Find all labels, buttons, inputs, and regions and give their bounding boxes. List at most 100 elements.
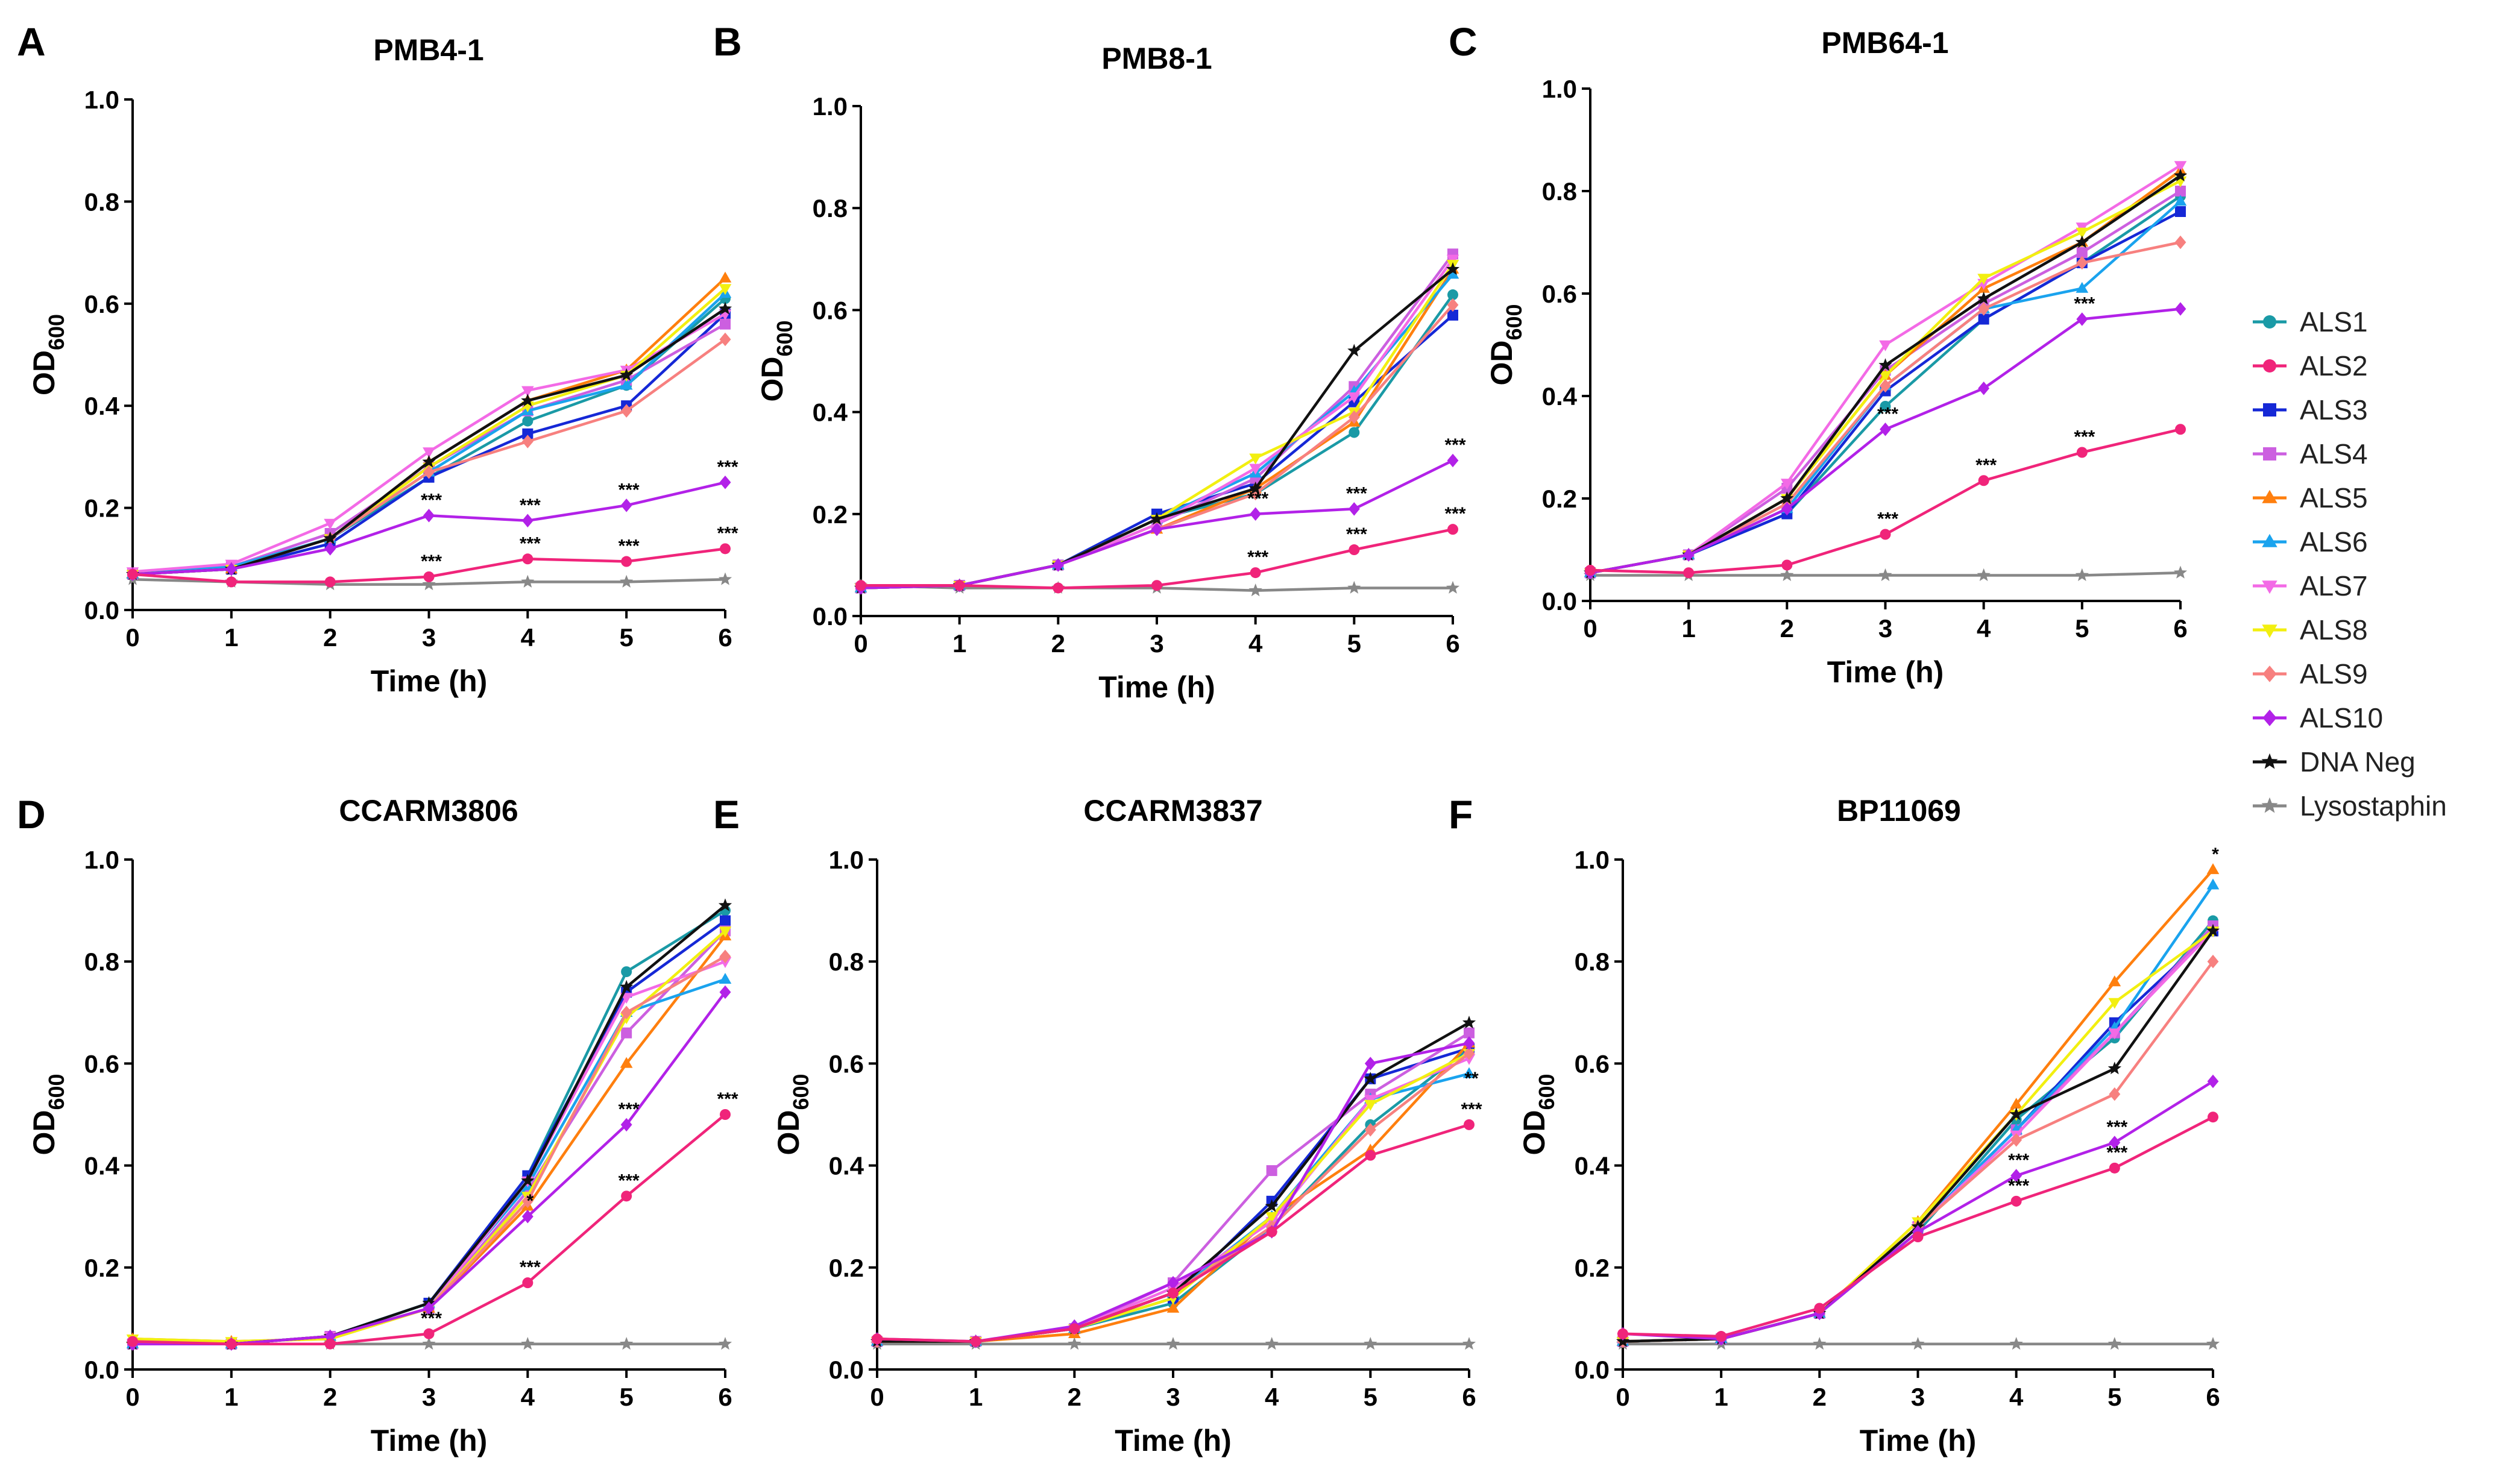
series-d-als3 <box>127 915 731 1350</box>
legend-label-als1: ALS1 <box>2300 306 2368 338</box>
series-line-a-als3 <box>132 313 726 576</box>
x-tick-label-a-6: 6 <box>718 623 732 652</box>
series-b-als8 <box>854 260 1459 595</box>
point-d-als2-1 <box>225 1338 237 1350</box>
y-tick-label-d-5: 1.0 <box>84 846 119 874</box>
legend-label-dna-neg: DNA Neg <box>2300 746 2416 778</box>
x-tick-label-f-1: 1 <box>1714 1383 1728 1411</box>
point-c-als4-6 <box>2175 186 2186 197</box>
series-line-d-als5 <box>132 935 726 1343</box>
significance-f-2: *** <box>2106 1118 2127 1137</box>
panel-letter-A: A <box>17 19 46 64</box>
point-e-als10-6 <box>1463 1036 1475 1050</box>
x-tick-label-d-1: 1 <box>224 1383 238 1411</box>
point-c-dna-neg-2 <box>1780 491 1794 505</box>
x-tick-label-d-5: 5 <box>619 1383 633 1411</box>
point-d-als5-5 <box>620 1057 633 1068</box>
point-c-als10-6 <box>2174 302 2186 316</box>
point-f-als10-6 <box>2207 1074 2219 1089</box>
point-c-als2-6 <box>2175 424 2186 435</box>
y-tick-label-e-1: 0.2 <box>829 1254 864 1282</box>
y-axis-label-main-c: OD <box>1485 341 1519 386</box>
point-a-als2-4 <box>522 553 534 565</box>
point-c-als7-2 <box>1781 479 1793 490</box>
point-e-als2-1 <box>970 1336 981 1347</box>
legend-item-als4: ALS4 <box>2253 438 2368 470</box>
point-a-dna-neg-6 <box>718 301 732 315</box>
point-f-als2-0 <box>1617 1328 1628 1339</box>
x-tick-label-a-0: 0 <box>125 623 139 652</box>
series-line-d-als6 <box>133 978 726 1345</box>
significance-c-4: *** <box>2074 427 2095 447</box>
x-tick-label-b-2: 2 <box>1051 629 1065 658</box>
point-e-als9-6 <box>1463 1046 1475 1060</box>
panel-E: E CCARM3837 <box>713 792 1263 837</box>
point-b-als2-4 <box>1250 567 1261 579</box>
point-b-als2-0 <box>855 580 866 591</box>
x-tick-label-a-3: 3 <box>422 623 436 652</box>
significance-d-3: *** <box>619 1099 640 1119</box>
point-c-als1-3 <box>1880 401 1891 412</box>
significance-f-0: *** <box>2008 1151 2029 1171</box>
series-a-als1 <box>127 293 731 580</box>
point-c-dna-neg-6 <box>2173 168 2188 181</box>
point-f-lysostaphin-3 <box>1911 1337 1925 1350</box>
significance-a-2: *** <box>619 480 640 500</box>
x-axis-label-d: Time (h) <box>371 1424 488 1457</box>
x-tick-label-a-1: 1 <box>224 623 238 652</box>
series-d-als1 <box>127 905 731 1350</box>
point-f-dna-neg-0 <box>1616 1334 1630 1347</box>
series-b-als10 <box>855 453 1459 595</box>
point-a-als7-4 <box>521 386 534 397</box>
x-tick-label-c-5: 5 <box>2075 614 2089 643</box>
point-c-als9-6 <box>2174 235 2186 250</box>
series-d-als4 <box>127 925 731 1350</box>
point-b-als6-6 <box>1446 268 1459 279</box>
y-tick-label-e-2: 0.4 <box>829 1152 864 1180</box>
point-c-als10-2 <box>1781 501 1793 516</box>
point-d-als2-6 <box>720 1109 731 1120</box>
point-d-als9-6 <box>719 949 731 963</box>
panel-C: C PMB64-1 <box>1449 19 1949 64</box>
significance-a-5: *** <box>520 533 541 553</box>
x-tick-label-c-1: 1 <box>1681 614 1695 643</box>
x-tick-label-c-2: 2 <box>1780 614 1794 643</box>
point-b-als7-5 <box>1348 392 1361 403</box>
series-f-als3 <box>1617 925 2218 1347</box>
y-tick-label-c-2: 0.4 <box>1542 382 1578 410</box>
legend-marker-als1 <box>2263 315 2276 329</box>
y-tick-label-a-4: 0.8 <box>84 187 119 216</box>
point-c-lysostaphin-5 <box>2075 568 2089 581</box>
y-tick-label-a-3: 0.6 <box>84 290 119 318</box>
y-axis-label-main-d: OD <box>27 1110 61 1155</box>
x-axis-label-a: Time (h) <box>371 664 488 698</box>
series-d-als6 <box>126 973 732 1348</box>
point-a-als2-2 <box>324 576 336 588</box>
series-b-als5 <box>854 262 1459 593</box>
significance-a-0: *** <box>421 490 442 510</box>
point-f-als2-4 <box>2010 1195 2022 1207</box>
significance-d-5: *** <box>717 1089 738 1109</box>
point-b-als10-6 <box>1447 453 1459 468</box>
legend-marker-als2 <box>2263 359 2276 373</box>
legend-marker-als4 <box>2263 447 2276 461</box>
point-a-dna-neg-2 <box>323 531 337 544</box>
point-d-dna-neg-6 <box>718 898 732 911</box>
legend-item-als7: ALS7 <box>2253 570 2368 602</box>
point-b-als9-5 <box>1348 410 1360 424</box>
significance-b-1: *** <box>1346 483 1367 503</box>
point-d-als8-6 <box>719 926 732 938</box>
series-f-als2 <box>1617 1111 2218 1342</box>
point-e-als10-3 <box>1167 1275 1179 1290</box>
legend-item-als9: ALS9 <box>2253 658 2368 690</box>
significance-f-4: * <box>2212 844 2219 864</box>
series-a-dna-neg <box>125 301 732 580</box>
point-a-als10-4 <box>521 514 534 527</box>
point-b-als10-4 <box>1250 507 1262 521</box>
y-tick-label-a-2: 0.4 <box>84 392 120 420</box>
legend-marker-als7 <box>2262 580 2277 594</box>
legend-label-als2: ALS2 <box>2300 350 2368 382</box>
series-d-als8 <box>126 926 732 1348</box>
point-c-als9-3 <box>1880 379 1891 393</box>
y-axis-label-main-b: OD <box>755 357 789 402</box>
